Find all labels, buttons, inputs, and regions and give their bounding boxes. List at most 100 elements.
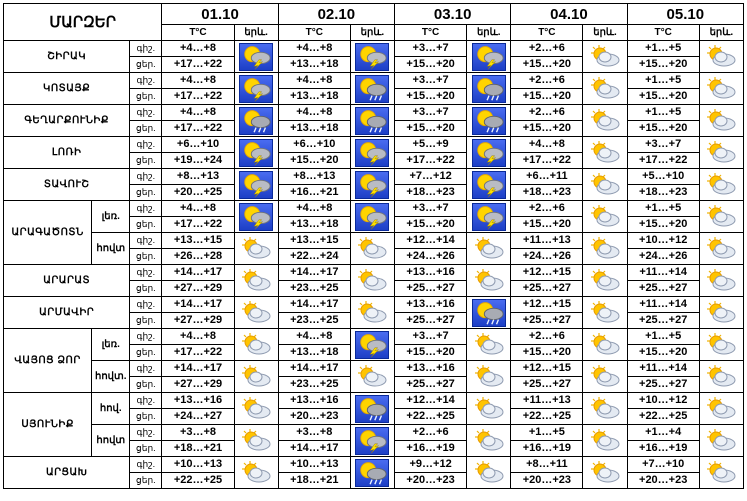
- period-label-day: ցեր.: [129, 376, 163, 393]
- forecast-row-day: ցեր. +22…+25 +18…+21 +20…+23 +20…+23 +20…+23: [4, 472, 744, 489]
- partly-cloudy-icon: [239, 300, 273, 326]
- night-temp: +8…+13: [277, 168, 351, 185]
- weather-cell: [233, 104, 279, 137]
- night-temp: +11…+14: [626, 264, 700, 281]
- night-temp: +4…+8: [161, 40, 235, 57]
- night-temp: +4…+8: [161, 104, 235, 121]
- temp-subheader: T°C: [161, 24, 235, 41]
- forecast-table: ՄԱՐԶԵՐ 01.10 02.10 03.10 04.10 05.10 T°C…: [2, 3, 745, 489]
- date-header: 01.10: [161, 3, 279, 25]
- weather-cell: [233, 40, 279, 73]
- partly-cloudy-icon: [588, 300, 622, 326]
- weather-cell: [698, 424, 745, 457]
- weather-cell: [466, 264, 512, 297]
- night-temp: +3…+7: [393, 328, 468, 345]
- weather-cell: [466, 168, 512, 201]
- weather-cell: [582, 424, 628, 457]
- partly-cloudy-icon: [588, 76, 622, 102]
- period-label-day: ցեր.: [129, 184, 163, 201]
- period-label-day: ցեր.: [129, 472, 163, 489]
- night-temp: +4…+8: [277, 328, 351, 345]
- weather-cell: [582, 232, 628, 265]
- weather-cell: [466, 296, 512, 329]
- weather-cell: [698, 328, 745, 361]
- day-temp: +15…+20: [626, 88, 700, 105]
- day-temp: +14…+17: [277, 440, 351, 457]
- partly-cloudy-icon: [472, 460, 506, 486]
- day-temp: +25…+27: [626, 376, 700, 393]
- period-label-night: գիշ.: [129, 328, 163, 345]
- day-temp: +15…+20: [510, 120, 584, 137]
- temp-subheader: T°C: [277, 24, 351, 41]
- night-temp: +1…+4: [626, 424, 700, 441]
- day-temp: +16…+19: [626, 440, 700, 457]
- partly-cloudy-icon: [704, 172, 738, 198]
- day-temp: +15…+20: [510, 216, 584, 233]
- region-name: ԱՐԱՐԱՏ: [2, 264, 131, 297]
- night-temp: +14…+17: [277, 264, 351, 281]
- forecast-row-day: ցեր. +26…+28 +22…+24 +24…+26 +24…+26 +24…+26: [4, 248, 744, 265]
- day-temp: +13…+18: [277, 120, 351, 137]
- partly-cloudy-icon: [588, 460, 622, 486]
- day-temp: +27…+29: [161, 280, 235, 297]
- temp-subheader: T°C: [626, 24, 700, 41]
- day-temp: +17…+22: [161, 88, 235, 105]
- partly-cloudy-icon: [588, 44, 622, 70]
- night-temp: +13…+15: [161, 232, 235, 249]
- thunderstorm-icon: [471, 42, 506, 71]
- day-temp: +23…+25: [277, 280, 351, 297]
- partly-cloudy-icon: [588, 108, 622, 134]
- weather-cell: [349, 296, 396, 329]
- day-temp: +15…+20: [393, 344, 468, 361]
- day-temp: +25…+27: [510, 280, 584, 297]
- day-temp: +15…+20: [626, 216, 700, 233]
- period-label-night: գիշ.: [129, 424, 163, 441]
- weather-cell: [582, 72, 628, 105]
- night-temp: +11…+14: [626, 296, 700, 313]
- night-temp: +9…+12: [393, 456, 468, 473]
- partly-cloudy-icon: [355, 268, 389, 294]
- partly-cloudy-icon: [588, 428, 622, 454]
- temp-subheader: T°C: [510, 24, 584, 41]
- region-name: ԼՈՌԻ: [2, 136, 131, 169]
- rain-cloud-icon: [471, 298, 506, 327]
- day-temp: +22…+25: [161, 472, 235, 489]
- rain-cloud-icon: [355, 458, 390, 487]
- partly-cloudy-icon: [239, 236, 273, 262]
- date-header: 02.10: [277, 3, 396, 25]
- icon-subheader: երև.: [233, 24, 279, 41]
- day-temp: +17…+22: [393, 152, 468, 169]
- period-label-day: ցեր.: [129, 56, 163, 73]
- partly-cloudy-icon: [704, 44, 738, 70]
- rain-cloud-icon: [471, 106, 506, 135]
- forecast-row-day: ցեր. +27…+29 +23…+25 +25…+27 +25…+27 +25…+27: [4, 376, 744, 393]
- icon-subheader: երև.: [349, 24, 396, 41]
- period-label-day: ցեր.: [129, 248, 163, 265]
- weather-cell: [698, 264, 745, 297]
- partly-cloudy-icon: [704, 396, 738, 422]
- weather-cell: [698, 360, 745, 393]
- weather-cell: [349, 328, 396, 361]
- day-temp: +18…+23: [510, 184, 584, 201]
- day-temp: +22…+25: [393, 408, 468, 425]
- partly-cloudy-icon: [472, 268, 506, 294]
- forecast-row-night: ԱՐՑԱԽ գիշ. +10…+13 +10…+13 +9…+12 +8…+11 +7…+1…: [2, 456, 745, 489]
- region-name: ԱՐՄԱՎԻՐ: [2, 296, 131, 329]
- period-label-night: գիշ.: [129, 360, 163, 377]
- period-label-night: գիշ.: [129, 456, 163, 473]
- partly-cloudy-icon: [472, 428, 506, 454]
- weather-cell: [349, 104, 396, 137]
- icon-subheader: երև.: [698, 24, 745, 41]
- day-temp: +15…+20: [510, 56, 584, 73]
- weather-cell: [349, 136, 396, 169]
- night-temp: +8…+13: [161, 168, 235, 185]
- date-header: 04.10: [510, 3, 628, 25]
- forecast-row-night: ԱՐՄԱՎԻՐ գիշ. +14…+17 +14…+17 +13…+16 +12…+15 +…: [2, 296, 745, 329]
- weather-cell: [349, 392, 396, 425]
- partly-cloudy-icon: [239, 460, 273, 486]
- night-temp: +4…+8: [277, 200, 351, 217]
- night-temp: +3…+7: [626, 136, 700, 153]
- rain-cloud-icon: [355, 106, 390, 135]
- weather-cell: [582, 392, 628, 425]
- weather-cell: [582, 136, 628, 169]
